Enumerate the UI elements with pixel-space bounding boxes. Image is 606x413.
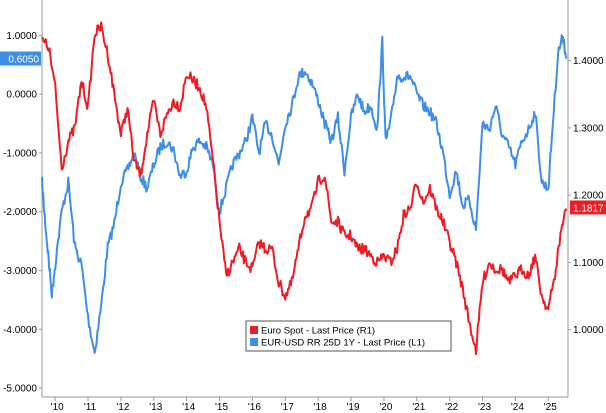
x-tick-label: '18 bbox=[314, 402, 327, 413]
euro-last-value-label: 1.1817 bbox=[573, 203, 604, 214]
right-tick-label: 1.0000 bbox=[573, 325, 604, 336]
x-tick-label: '25 bbox=[544, 402, 557, 413]
x-tick-label: '11 bbox=[84, 402, 97, 413]
x-tick-label: '21 bbox=[412, 402, 425, 413]
left-tick-label: -5.0000 bbox=[3, 384, 37, 395]
legend-entry: Euro Spot - Last Price (R1) bbox=[261, 326, 375, 337]
x-tick-label: '14 bbox=[182, 402, 195, 413]
right-tick-label: 1.2000 bbox=[573, 191, 604, 202]
euro-last-value-badge bbox=[570, 200, 606, 215]
x-tick-label: '24 bbox=[511, 402, 524, 413]
left-tick-label: -4.0000 bbox=[3, 325, 37, 336]
x-tick-label: '22 bbox=[445, 402, 458, 413]
left-tick-label: 1.0000 bbox=[6, 31, 37, 42]
rr-last-value-label: 0.6050 bbox=[8, 55, 39, 66]
right-tick-label: 1.1000 bbox=[573, 258, 604, 269]
x-axis: '10 '11 '12 '13 '14 '15 '16 '17 '18 '19 '20 '21 '22 '… bbox=[51, 397, 557, 413]
x-tick-label: '13 bbox=[149, 402, 162, 413]
left-tick-label: -3.0000 bbox=[3, 266, 37, 277]
legend-swatch bbox=[250, 338, 258, 346]
last-value-badges: 1.1817 0.6050 bbox=[0, 51, 606, 215]
x-tick-label: '10 bbox=[51, 402, 64, 413]
legend: Euro Spot - Last Price (R1)EUR-USD RR 25… bbox=[245, 320, 452, 352]
x-tick-label: '16 bbox=[248, 402, 261, 413]
left-tick-label: 0.0000 bbox=[6, 90, 37, 101]
legend-entry: EUR-USD RR 25D 1Y - Last Price (L1) bbox=[261, 338, 425, 349]
x-tick-label: '17 bbox=[281, 402, 294, 413]
x-tick-label: '19 bbox=[347, 402, 360, 413]
x-tick-label: '12 bbox=[116, 402, 129, 413]
x-tick-label: '23 bbox=[478, 402, 491, 413]
plot-frame bbox=[41, 0, 569, 398]
series-layer bbox=[41, 21, 568, 356]
right-tick-label: 1.3000 bbox=[573, 123, 604, 134]
legend-swatch bbox=[250, 326, 258, 334]
rr-last-value-badge bbox=[0, 51, 41, 66]
legend-box bbox=[245, 320, 452, 352]
left-tick-label: -1.0000 bbox=[3, 148, 37, 159]
x-tick-label: '20 bbox=[379, 402, 392, 413]
left-tick-label: -2.0000 bbox=[3, 207, 37, 218]
euro-spot-line bbox=[41, 21, 568, 356]
right-tick-label: 1.4000 bbox=[573, 56, 604, 67]
left-axis: 1.0000 0.0000 -1.0000 -2.0000 -3.0000 -4.0000… bbox=[3, 31, 42, 395]
x-tick-label: '15 bbox=[215, 402, 228, 413]
eurusd-rr-line bbox=[41, 34, 568, 354]
